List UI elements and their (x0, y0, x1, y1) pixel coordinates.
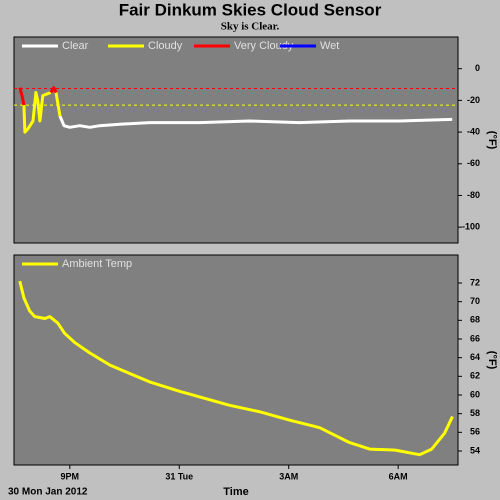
y-tick-label: 72 (470, 277, 480, 287)
y-tick-label: 56 (470, 427, 480, 437)
x-tick-label: 31 Tue (165, 471, 193, 481)
y-tick-label: 0 (475, 63, 480, 73)
x-tick-label: 3AM (279, 471, 298, 481)
chart-subtitle: Sky is Clear. (221, 21, 280, 33)
date-label: 30 Mon Jan 2012 (8, 487, 88, 498)
y-tick-label: 64 (470, 352, 480, 362)
y-tick-label: -60 (467, 158, 480, 168)
y-tick-label: 66 (470, 333, 480, 343)
series-line (58, 115, 453, 129)
legend-label: Very Cloudy (234, 40, 294, 52)
plot-area (13, 36, 459, 244)
y-axis-label: (°F) (486, 351, 498, 370)
plot-area (13, 254, 459, 466)
chart-title: Fair Dinkum Skies Cloud Sensor (119, 0, 382, 19)
series-line (22, 91, 62, 134)
y-tick-label: 62 (470, 371, 480, 381)
y-tick-label: -40 (467, 126, 480, 136)
y-tick-label: -100 (462, 222, 480, 232)
x-tick-label: 6AM (389, 471, 408, 481)
legend-label: Cloudy (148, 40, 183, 52)
legend-label: Clear (62, 40, 89, 52)
y-tick-label: -80 (467, 190, 480, 200)
legend-label: Wet (320, 40, 339, 52)
y-tick-label: 54 (470, 445, 480, 455)
legend-label: Ambient Temp (62, 258, 132, 270)
y-tick-label: 60 (470, 389, 480, 399)
series-line (18, 280, 454, 457)
y-tick-label: 68 (470, 315, 480, 325)
y-tick-label: 70 (470, 296, 480, 306)
x-axis-label: Time (223, 486, 248, 498)
y-tick-label: -20 (467, 95, 480, 105)
y-tick-label: 58 (470, 408, 480, 418)
series-line (18, 86, 58, 106)
y-axis-label: (°F) (486, 131, 498, 150)
x-tick-label: 9PM (61, 471, 80, 481)
